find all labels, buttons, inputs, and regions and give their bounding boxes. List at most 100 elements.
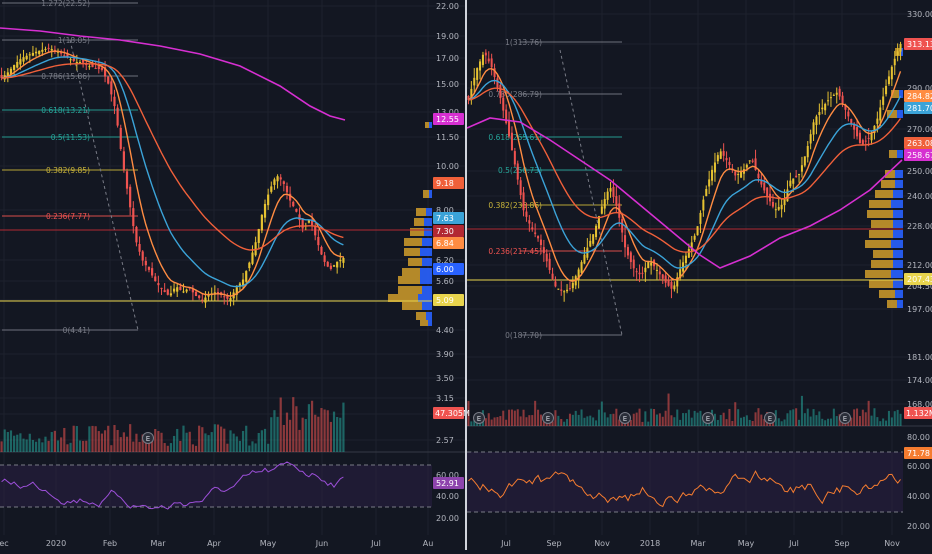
- candle-body: [85, 64, 88, 66]
- candle-body: [499, 84, 502, 99]
- volume-bar: [516, 409, 519, 426]
- candle-body: [658, 271, 661, 275]
- volume-profile-bar: [901, 48, 903, 56]
- volume-bar: [583, 417, 586, 426]
- volume-bar: [122, 432, 125, 452]
- candle-body: [563, 291, 566, 293]
- volume-bar: [194, 445, 198, 452]
- volume-profile-bar: [414, 218, 424, 226]
- earnings-e-icon[interactable]: [764, 412, 776, 424]
- candle-body: [182, 291, 185, 293]
- price-badge-label: 6.84: [436, 239, 454, 248]
- candle-body: [179, 286, 182, 291]
- candle-body: [513, 151, 516, 165]
- candle-body: [166, 289, 169, 295]
- volume-bar: [699, 410, 702, 426]
- earnings-e-icon[interactable]: [542, 412, 554, 424]
- rsi-badge-label: 52.91: [436, 479, 459, 488]
- candle-body: [702, 199, 705, 211]
- right-chart-plot[interactable]: 1(313.76) 0.786(286.79) 0.618(265.61) 0.5(2…: [466, 38, 903, 513]
- volume-bar: [304, 419, 307, 452]
- volume-bar: [226, 443, 229, 452]
- candle-body: [263, 203, 267, 218]
- candle-body: [110, 81, 113, 95]
- volume-profile-bar: [899, 90, 903, 98]
- earnings-e-icon[interactable]: [619, 412, 631, 424]
- volume-bar: [339, 417, 342, 452]
- y-tick-label: 181.00: [907, 353, 932, 362]
- candle-body: [870, 132, 873, 141]
- volume-badge-label: 47.305M: [435, 409, 470, 418]
- candle-body: [273, 179, 276, 185]
- candle-body: [861, 140, 864, 145]
- volume-bar: [626, 421, 629, 426]
- candle-body: [780, 204, 783, 210]
- candle-body: [748, 160, 751, 162]
- candle-body: [670, 281, 673, 289]
- volume-bar: [679, 419, 682, 426]
- volume-profile-bar: [418, 294, 432, 302]
- earnings-e-icon[interactable]: [142, 432, 154, 444]
- volume-profile-bar: [422, 286, 432, 294]
- candle-body: [314, 226, 317, 236]
- volume-profile-bar: [893, 280, 903, 288]
- candle-body: [241, 279, 245, 286]
- candle-body: [116, 107, 119, 126]
- candle-body: [301, 218, 304, 229]
- volume-bar: [531, 415, 534, 426]
- volume-bar: [795, 408, 798, 426]
- candle-body: [757, 173, 760, 179]
- ema-fast-line: [467, 67, 902, 282]
- volume-bar: [812, 409, 815, 426]
- candle-body: [876, 118, 879, 124]
- fib-level-label: 0(4.41): [63, 326, 90, 335]
- price-badge-label: 281.70: [907, 104, 932, 113]
- candle-body: [226, 295, 229, 299]
- volume-bar: [320, 408, 323, 452]
- volume-bar: [899, 413, 902, 426]
- volume-bar: [267, 443, 270, 452]
- candle-body: [107, 76, 110, 84]
- volume-bar: [282, 424, 285, 452]
- y-tick-label: 240.00: [907, 192, 932, 201]
- candle-body: [198, 295, 201, 298]
- candle-body: [693, 235, 696, 240]
- volume-bar: [490, 419, 493, 426]
- volume-bar: [592, 417, 595, 426]
- volume-bar: [757, 408, 760, 426]
- rsi-tick-label: 40.00: [907, 492, 930, 501]
- candle-body: [786, 189, 789, 202]
- earnings-e-icon[interactable]: [473, 412, 485, 424]
- volume-bar: [737, 409, 740, 426]
- volume-bar: [154, 428, 157, 452]
- candle-body: [664, 275, 667, 283]
- earnings-e-icon[interactable]: [702, 412, 714, 424]
- volume-bar: [821, 418, 824, 426]
- volume-bar: [577, 414, 580, 426]
- candle-body: [760, 179, 763, 185]
- candle-body: [525, 211, 528, 217]
- volume-bar: [508, 409, 511, 426]
- price-badge: [433, 225, 464, 237]
- candle-body: [332, 265, 336, 267]
- volume-profile-bar: [893, 250, 903, 258]
- volume-bar: [893, 411, 896, 426]
- left-chart-plot[interactable]: 1.272(22.52) 1(18.05) 0.786(15.86) 0.618(13…: [0, 0, 432, 510]
- volume-profile-bar: [893, 210, 903, 218]
- candle-body: [317, 236, 320, 246]
- candle-body: [75, 62, 78, 64]
- volume-bar: [110, 445, 113, 452]
- candle-body: [88, 66, 91, 68]
- earnings-e-icon[interactable]: [839, 412, 851, 424]
- volume-profile-bar: [410, 228, 424, 236]
- volume-bar: [638, 408, 641, 426]
- candle-body: [508, 119, 511, 137]
- volume-bar: [6, 432, 9, 452]
- volume-profile-bar: [895, 170, 903, 178]
- volume-bar: [780, 421, 783, 426]
- volume-bar: [803, 413, 806, 426]
- y-tick-label: 3.15: [436, 394, 454, 403]
- fib-level-label: 1(313.76): [505, 38, 542, 47]
- candle-body: [844, 104, 847, 110]
